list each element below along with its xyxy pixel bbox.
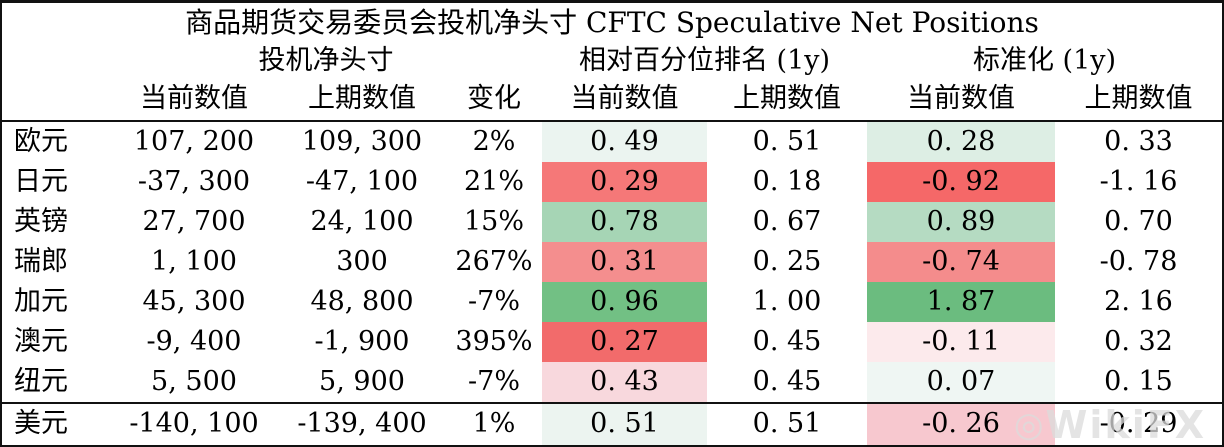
column-header-change: 变化 (467, 83, 521, 114)
std-previous-value: 0. 15 (1104, 366, 1173, 397)
change-value: 15% (463, 206, 524, 237)
pct-previous-value: 0. 18 (752, 166, 822, 197)
pct-current-cell: 0. 78 (542, 202, 707, 242)
net-current-value: 5, 500 (151, 366, 237, 397)
net-current-value: 1, 100 (151, 246, 237, 277)
change-value: 21% (463, 166, 524, 197)
column-header-pct-current: 当前数值 (570, 83, 679, 114)
pct-previous-value: 0. 25 (752, 246, 822, 277)
group-header-spacer (2, 42, 110, 80)
table-row-aud: 澳元 -9, 400 -1, 900 395% 0. 27 0. 45 -0. … (2, 322, 1222, 362)
change-value: -7% (468, 286, 520, 317)
column-header-pct-previous: 上期数值 (733, 83, 841, 114)
currency-label: 加元 (14, 286, 68, 317)
net-previous-value: -47, 100 (305, 166, 419, 197)
std-previous-value: 0. 33 (1104, 126, 1173, 157)
std-current-cell: 0. 89 (867, 202, 1055, 242)
net-previous-value: -1, 900 (314, 326, 410, 357)
std-current-cell: 0. 07 (867, 362, 1055, 402)
std-previous-value: 0. 32 (1104, 326, 1173, 357)
net-previous-value: -139, 400 (297, 408, 427, 439)
net-previous-value: 24, 100 (310, 206, 414, 237)
table-row-jpy: 日元 -37, 300 -47, 100 21% 0. 29 0. 18 -0.… (2, 162, 1222, 202)
pct-current-cell: 0. 51 (542, 404, 707, 445)
currency-label: 纽元 (14, 366, 68, 397)
std-current-cell: 1. 87 (867, 282, 1055, 322)
std-previous-value: -1. 16 (1099, 166, 1178, 197)
net-current-value: 107, 200 (133, 126, 255, 157)
std-previous-value: 2. 16 (1104, 286, 1173, 317)
change-value: -7% (468, 366, 520, 397)
group-header-standardized: 标准化 (1y) (972, 45, 1117, 76)
pct-previous-value: 0. 45 (752, 326, 822, 357)
pct-previous-value: 1. 00 (752, 286, 822, 317)
std-current-cell: 0. 28 (867, 122, 1055, 162)
pct-previous-value: 0. 67 (752, 206, 822, 237)
currency-label: 日元 (14, 166, 68, 197)
change-value: 395% (455, 326, 533, 357)
currency-label: 英镑 (14, 206, 68, 237)
column-header-currency (2, 80, 110, 120)
currency-label: 瑞郎 (14, 246, 68, 277)
net-current-value: -140, 100 (129, 408, 259, 439)
change-value: 1% (472, 408, 516, 439)
table-row-nzd: 纽元 5, 500 5, 900 -7% 0. 43 0. 45 0. 07 0… (2, 362, 1222, 402)
group-header-percentile-rank: 相对百分位排名 (1y) (578, 45, 831, 76)
std-previous-value: 0. 70 (1104, 206, 1173, 237)
change-value: 2% (472, 126, 516, 157)
net-previous-value: 5, 900 (319, 366, 405, 397)
currency-label: 欧元 (14, 126, 68, 157)
change-value: 267% (455, 246, 533, 277)
column-header-net-previous: 上期数值 (308, 83, 416, 114)
column-header-row: 当前数值 上期数值 变化 当前数值 上期数值 当前数值 上期数值 (2, 80, 1222, 122)
currency-label: 美元 (14, 408, 68, 439)
table-row-chf: 瑞郎 1, 100 300 267% 0. 31 0. 25 -0. 74 -0… (2, 242, 1222, 282)
table-row-gbp: 英镑 27, 700 24, 100 15% 0. 78 0. 67 0. 89… (2, 202, 1222, 242)
net-previous-value: 300 (336, 246, 388, 277)
std-current-cell: -0. 11 (867, 322, 1055, 362)
net-previous-value: 48, 800 (310, 286, 414, 317)
net-current-value: -9, 400 (146, 326, 242, 357)
net-current-value: 45, 300 (142, 286, 246, 317)
pct-current-cell: 0. 96 (542, 282, 707, 322)
table-title: 商品期货交易委员会投机净头寸 CFTC Speculative Net Posi… (185, 6, 1039, 39)
net-previous-value: 109, 300 (301, 126, 423, 157)
pct-previous-value: 0. 45 (752, 366, 822, 397)
std-current-cell: -0. 26 (867, 404, 1055, 445)
std-current-cell: -0. 92 (867, 162, 1055, 202)
table-row-eur: 欧元 107, 200 109, 300 2% 0. 49 0. 51 0. 2… (2, 122, 1222, 162)
group-header-row: 投机净头寸 相对百分位排名 (1y) 标准化 (1y) (2, 42, 1222, 80)
column-header-std-previous: 上期数值 (1084, 83, 1193, 114)
pct-previous-value: 0. 51 (752, 408, 822, 439)
pct-current-cell: 0. 49 (542, 122, 707, 162)
column-header-std-current: 当前数值 (907, 83, 1015, 114)
std-previous-value: -0. 78 (1099, 246, 1178, 277)
pct-current-cell: 0. 43 (542, 362, 707, 402)
net-current-value: 27, 700 (142, 206, 246, 237)
currency-label: 澳元 (14, 326, 68, 357)
pct-previous-value: 0. 51 (752, 126, 822, 157)
net-current-value: -37, 300 (137, 166, 251, 197)
table-row-cad: 加元 45, 300 48, 800 -7% 0. 96 1. 00 1. 87… (2, 282, 1222, 322)
pct-current-cell: 0. 31 (542, 242, 707, 282)
pct-current-cell: 0. 27 (542, 322, 707, 362)
std-current-cell: -0. 74 (867, 242, 1055, 282)
pct-current-cell: 0. 29 (542, 162, 707, 202)
column-header-net-current: 当前数值 (140, 83, 248, 114)
table-row-usd: 美元 -140, 100 -139, 400 1% 0. 51 0. 51 -0… (2, 402, 1222, 445)
group-header-net-positions: 投机净头寸 (258, 45, 394, 76)
std-previous-value: -0. 29 (1099, 408, 1178, 439)
